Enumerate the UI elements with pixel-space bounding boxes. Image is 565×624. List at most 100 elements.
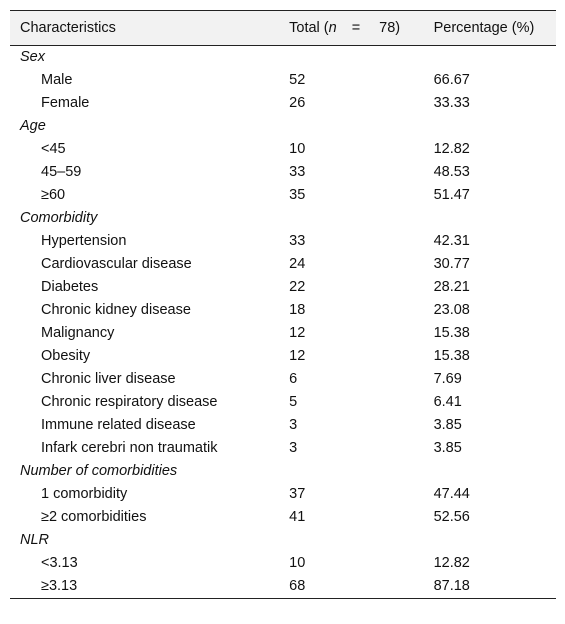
empty-cell [434, 460, 556, 483]
row-label: Chronic kidney disease [41, 302, 191, 318]
section-label: Age [20, 118, 46, 134]
header-total-n: n [328, 20, 337, 36]
row-label: Infark cerebri non traumatik [41, 440, 218, 456]
table-row: Hypertension 33 42.31 [10, 230, 556, 253]
header-total: Total (n = 78) [289, 11, 433, 46]
row-label: <45 [41, 141, 66, 157]
empty-cell [289, 529, 433, 552]
row-percentage: 30.77 [433, 256, 470, 272]
section-row: Comorbidity [10, 207, 556, 230]
row-percentage: 12.82 [433, 555, 470, 571]
header-percentage: Percentage (%) [433, 20, 535, 36]
table-row: ≥3.13 68 87.18 [10, 575, 556, 599]
table-row: ≥2 comorbidities 41 52.56 [10, 506, 556, 529]
header-row: Characteristics Total (n = 78) Percentage … [10, 10, 556, 46]
header-total-prefix: Total ( [289, 20, 329, 36]
table-row: 45–59 33 48.53 [10, 161, 556, 184]
row-percentage: 28.21 [433, 279, 470, 295]
table-row: 1 comorbidity 37 47.44 [10, 483, 556, 506]
row-total: 3 [289, 440, 298, 456]
empty-cell [289, 115, 433, 138]
table-row: Female 26 33.33 [10, 92, 556, 115]
section-row: Sex [10, 46, 556, 70]
row-total: 22 [289, 279, 306, 295]
row-label: Obesity [41, 348, 91, 364]
row-label: Malignancy [41, 325, 115, 341]
row-total: 10 [289, 555, 306, 571]
row-label: Chronic respiratory disease [41, 394, 218, 410]
row-total: 41 [289, 509, 306, 525]
table-row: Chronic liver disease 6 7.69 [10, 368, 556, 391]
row-label: ≥3.13 [41, 578, 78, 594]
characteristics-table: Characteristics Total (n = 78) Percentage … [10, 10, 556, 599]
row-percentage: 87.18 [433, 578, 470, 594]
header-total-value: 78) [379, 20, 401, 36]
table-row: Diabetes 22 28.21 [10, 276, 556, 299]
row-total: 68 [289, 578, 306, 594]
row-label: Male [41, 72, 73, 88]
row-percentage: 42.31 [433, 233, 470, 249]
header-characteristics: Characteristics [20, 20, 116, 36]
row-label: Diabetes [41, 279, 99, 295]
section-label: Sex [20, 49, 45, 65]
empty-cell [434, 115, 556, 138]
table-row: Chronic respiratory disease 5 6.41 [10, 391, 556, 414]
table-row: Cardiovascular disease 24 30.77 [10, 253, 556, 276]
row-total: 33 [289, 233, 306, 249]
row-total: 6 [289, 371, 298, 387]
row-total: 26 [289, 95, 306, 111]
section-row: Number of comorbidities [10, 460, 556, 483]
row-percentage: 3.85 [433, 417, 462, 433]
row-label: Hypertension [41, 233, 127, 249]
row-total: 37 [289, 486, 306, 502]
table-row: Malignancy 12 15.38 [10, 322, 556, 345]
row-total: 52 [289, 72, 306, 88]
table-row: Immune related disease 3 3.85 [10, 414, 556, 437]
row-total: 24 [289, 256, 306, 272]
row-label: 1 comorbidity [41, 486, 128, 502]
empty-cell [434, 207, 556, 230]
table-row: Infark cerebri non traumatik 3 3.85 [10, 437, 556, 460]
table-row: ≥60 35 51.47 [10, 184, 556, 207]
empty-cell [434, 529, 556, 552]
row-total: 12 [289, 325, 306, 341]
table-body: Sex Male 52 66.67 Female 26 33.33 Age <45 10 12.82… [10, 46, 556, 599]
row-label: Cardiovascular disease [41, 256, 192, 272]
row-percentage: 7.69 [433, 371, 462, 387]
row-percentage: 6.41 [433, 394, 462, 410]
row-total: 10 [289, 141, 306, 157]
row-label: Immune related disease [41, 417, 196, 433]
row-percentage: 15.38 [433, 325, 470, 341]
section-row: Age [10, 115, 556, 138]
empty-cell [289, 46, 433, 70]
row-total: 35 [289, 187, 306, 203]
table-row: Chronic kidney disease 18 23.08 [10, 299, 556, 322]
row-total: 3 [289, 417, 298, 433]
section-label: Number of comorbidities [20, 463, 178, 479]
row-percentage: 12.82 [433, 141, 470, 157]
row-percentage: 47.44 [433, 486, 470, 502]
header-total-eq: = [351, 20, 361, 36]
data-table: Characteristics Total (n = 78) Percentage … [10, 10, 556, 599]
table-row: <3.13 10 12.82 [10, 552, 556, 575]
row-percentage: 33.33 [433, 95, 470, 111]
empty-cell [289, 460, 433, 483]
row-percentage: 66.67 [433, 72, 470, 88]
row-label: 45–59 [41, 164, 82, 180]
table-header: Characteristics Total (n = 78) Percentage … [10, 10, 556, 46]
table-row: Obesity 12 15.38 [10, 345, 556, 368]
row-total: 33 [289, 164, 306, 180]
row-label: ≥2 comorbidities [41, 509, 147, 525]
row-percentage: 15.38 [433, 348, 470, 364]
row-label: ≥60 [41, 187, 66, 203]
section-row: NLR [10, 529, 556, 552]
table-row: Male 52 66.67 [10, 69, 556, 92]
section-label: Comorbidity [20, 210, 98, 226]
empty-cell [434, 46, 556, 70]
row-total: 12 [289, 348, 306, 364]
row-label: Female [41, 95, 90, 111]
row-percentage: 23.08 [433, 302, 470, 318]
row-percentage: 48.53 [433, 164, 470, 180]
row-label: Chronic liver disease [41, 371, 176, 387]
row-total: 5 [289, 394, 298, 410]
